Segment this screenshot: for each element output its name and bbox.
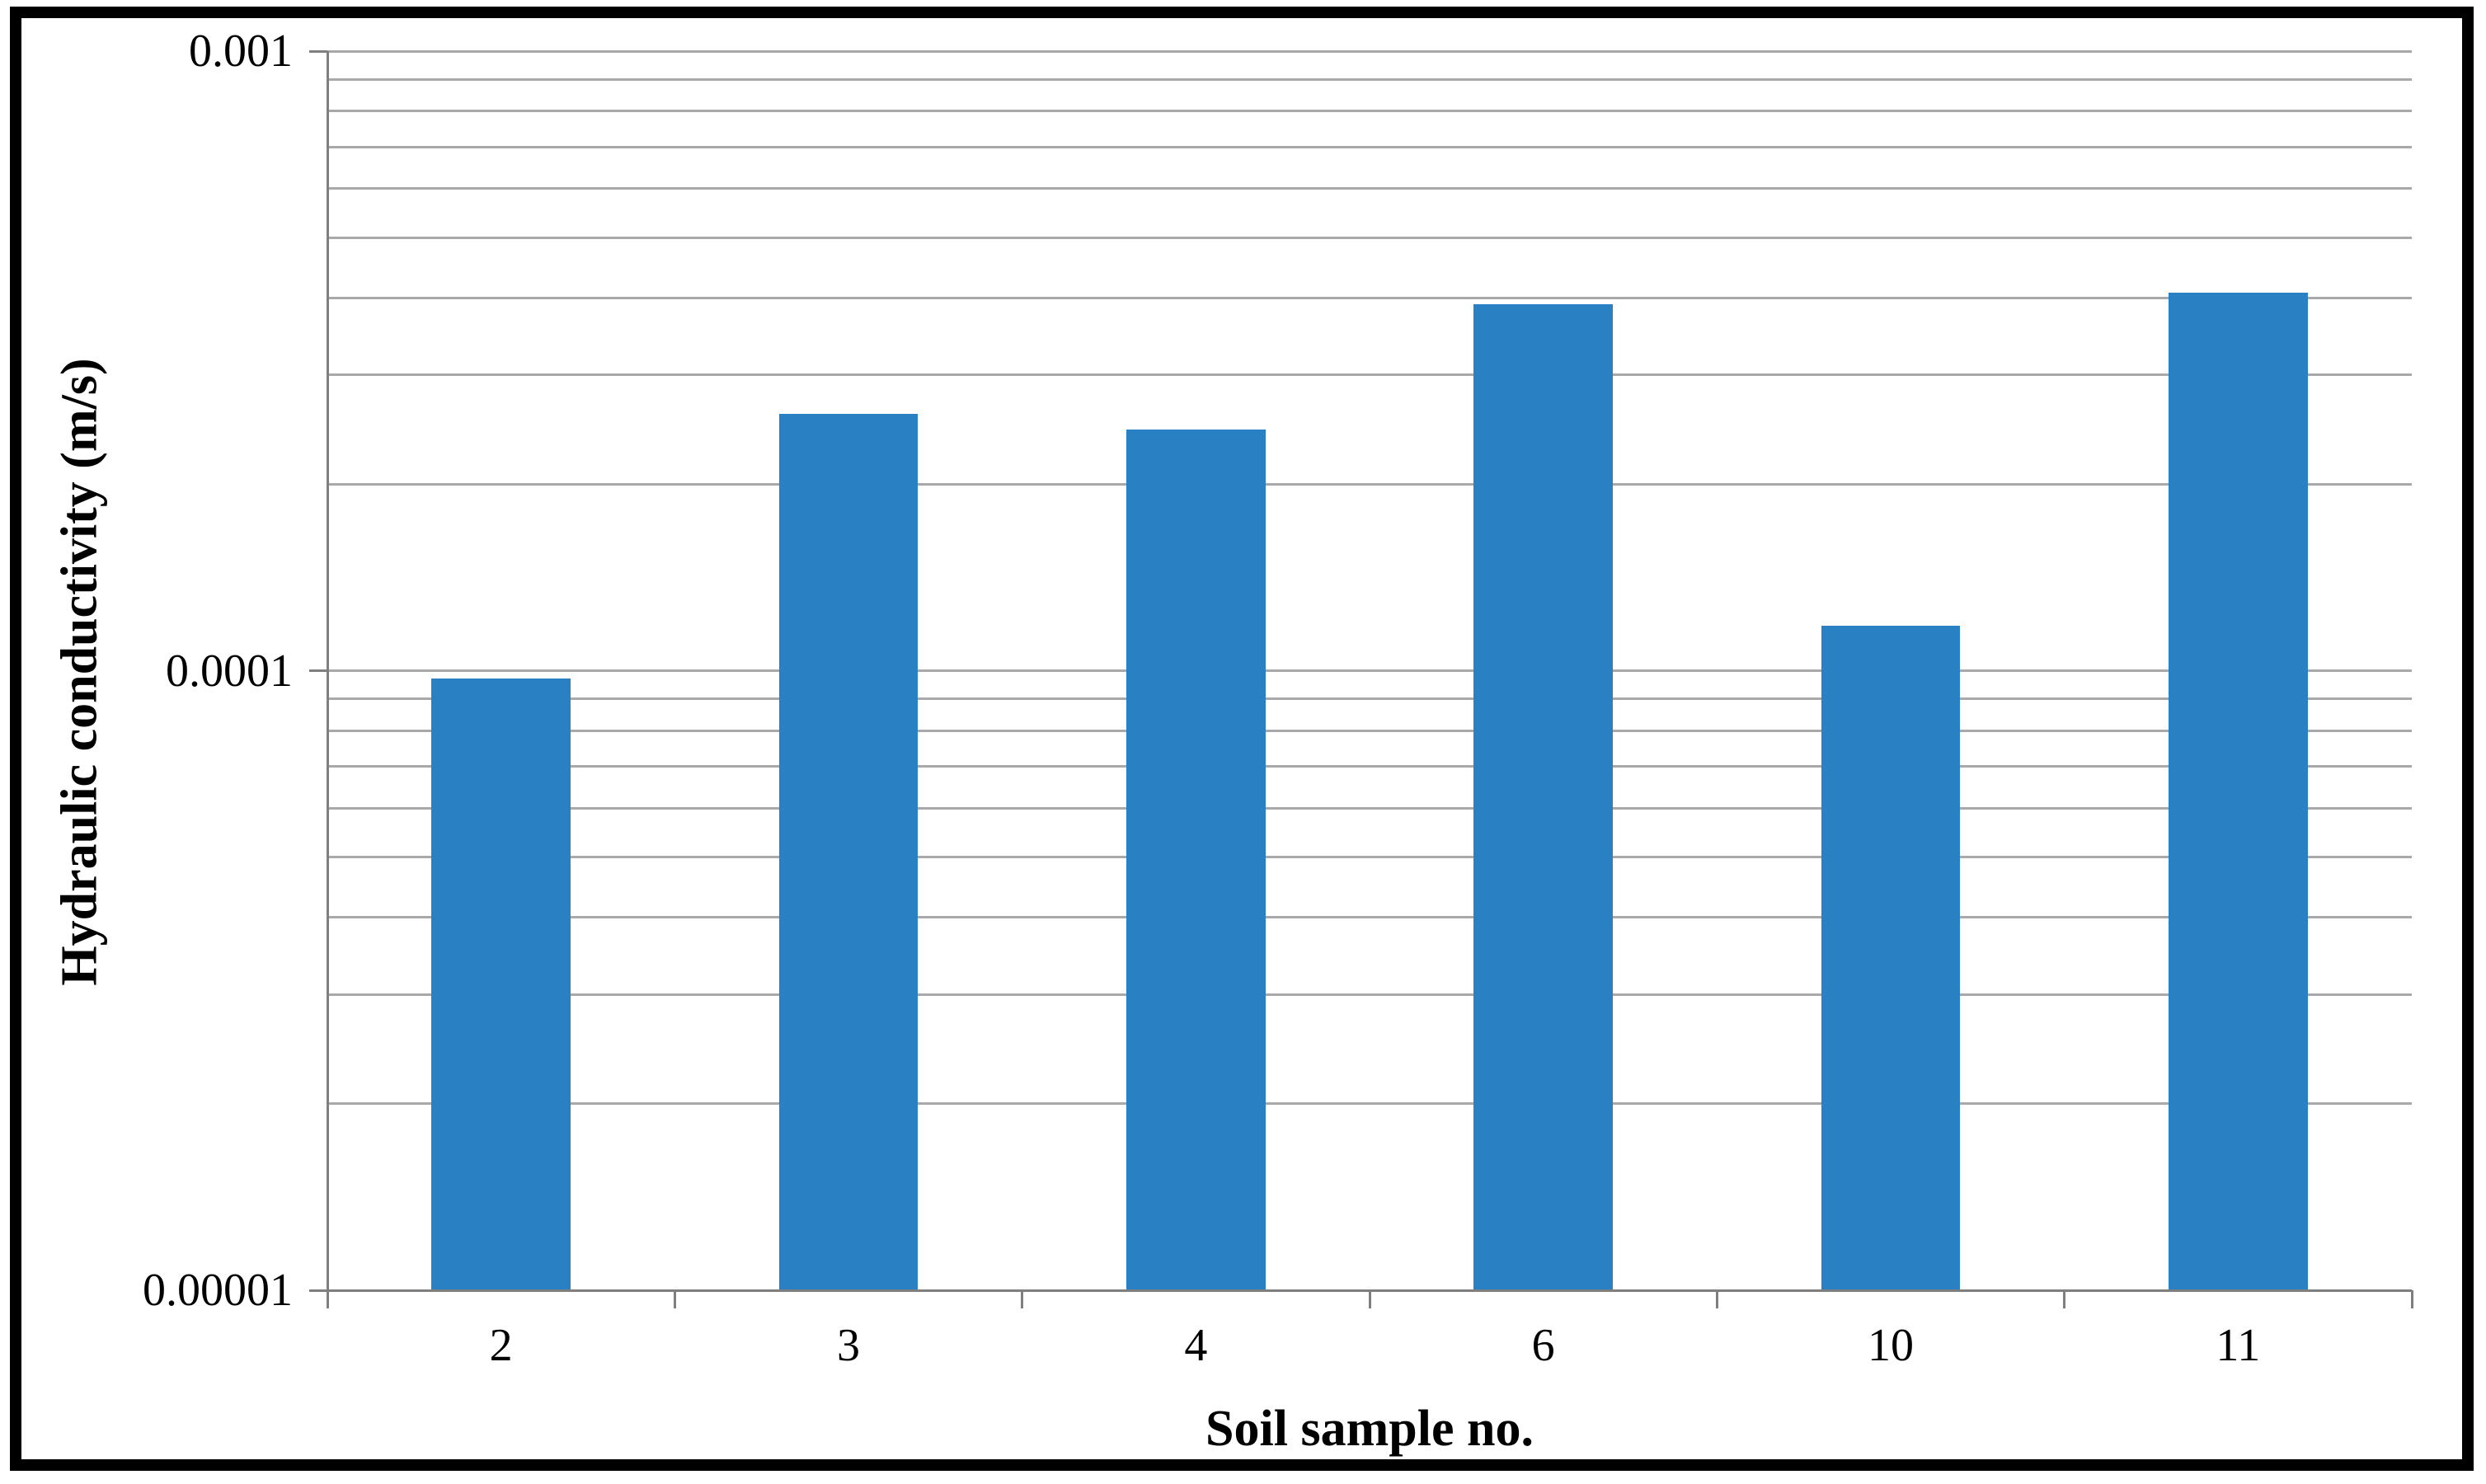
x-axis-tick-label: 3: [837, 1320, 860, 1371]
y-gridline: [327, 669, 2412, 672]
y-gridline: [327, 145, 2412, 148]
x-axis-tick: [1715, 1290, 1718, 1308]
x-axis-tick: [2063, 1290, 2066, 1308]
x-axis-tick-label: 6: [1531, 1320, 1555, 1371]
y-axis-tick-label: 0.00001: [143, 1265, 293, 1316]
bar-sample-2: [431, 679, 571, 1290]
x-axis-tick: [1368, 1290, 1371, 1308]
x-axis-tick: [673, 1290, 676, 1308]
x-axis-tick-label: 11: [2216, 1320, 2261, 1371]
y-gridline: [327, 187, 2412, 190]
y-gridline: [327, 236, 2412, 239]
bar-sample-11: [2169, 293, 2308, 1290]
y-gridline: [327, 697, 2412, 701]
x-axis-tick-label: 4: [1184, 1320, 1208, 1371]
y-gridline: [327, 373, 2412, 377]
y-axis-tick: [309, 1289, 327, 1292]
y-gridline: [327, 1102, 2412, 1106]
x-axis-tick-label: 2: [489, 1320, 513, 1371]
y-axis-tick-label: 0.0001: [166, 645, 293, 697]
y-gridline: [327, 77, 2412, 81]
bar-sample-3: [778, 413, 919, 1290]
bar-sample-10: [1821, 626, 1961, 1290]
plot-area: [327, 49, 2412, 1292]
y-gridline: [327, 993, 2412, 996]
y-gridline: [327, 856, 2412, 859]
x-axis-title: Soil sample no.: [1205, 1401, 1534, 1457]
x-axis-tick: [1021, 1290, 1024, 1308]
y-gridline: [327, 806, 2412, 810]
y-axis-tick: [309, 49, 327, 53]
y-gridline: [327, 765, 2412, 768]
x-axis-tick: [326, 1290, 329, 1308]
y-gridline: [327, 49, 2412, 53]
y-gridline: [327, 296, 2412, 299]
bar-sample-4: [1126, 430, 1266, 1290]
x-axis-tick-label: 10: [1868, 1320, 1914, 1371]
y-axis-tick: [309, 669, 327, 672]
y-axis-line: [326, 51, 329, 1290]
x-axis-tick: [2410, 1290, 2413, 1308]
y-gridline: [327, 482, 2412, 486]
y-gridline: [327, 110, 2412, 113]
y-gridline: [327, 916, 2412, 919]
bar-sample-6: [1473, 304, 1613, 1290]
y-gridline: [327, 729, 2412, 732]
y-axis-tick-label: 0.001: [189, 26, 293, 77]
